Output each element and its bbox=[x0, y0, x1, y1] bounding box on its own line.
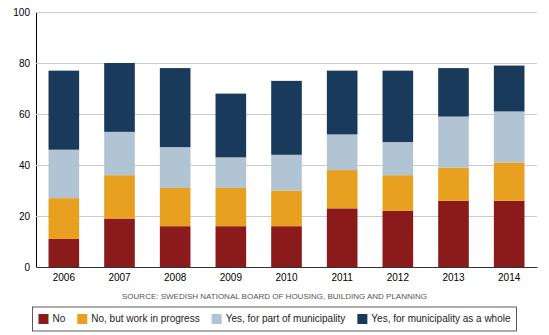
bar bbox=[216, 157, 247, 188]
bar bbox=[271, 155, 302, 191]
bar bbox=[383, 175, 414, 211]
x-tick-label: 2012 bbox=[387, 272, 410, 283]
legend-item: No bbox=[38, 313, 65, 324]
x-tick-label: 2014 bbox=[498, 272, 521, 283]
bar bbox=[104, 63, 135, 132]
x-tick: 2010 bbox=[275, 272, 298, 283]
x-tick: 2011 bbox=[331, 272, 353, 283]
x-tick: 2006 bbox=[53, 272, 76, 283]
y-tick: 80 bbox=[19, 58, 537, 69]
y-tick: 100 bbox=[13, 7, 537, 18]
bar bbox=[160, 188, 191, 226]
y-axis-line bbox=[37, 13, 538, 268]
legend-swatch bbox=[357, 314, 367, 324]
grid-line bbox=[36, 12, 537, 13]
y-tick-label: 60 bbox=[19, 109, 31, 120]
x-tick: 2013 bbox=[442, 272, 465, 283]
bar bbox=[327, 208, 358, 267]
bar bbox=[216, 94, 247, 158]
x-tick-label: 2010 bbox=[275, 272, 298, 283]
bar bbox=[49, 71, 80, 150]
chart: No No, but work in progress Yes, for part … bbox=[0, 0, 549, 335]
bar bbox=[327, 134, 358, 170]
legend-item: No, but work in progress bbox=[77, 313, 199, 324]
bar bbox=[160, 226, 191, 267]
x-tick-label: 2008 bbox=[164, 272, 187, 283]
x-tick-label: 2007 bbox=[108, 272, 131, 283]
y-tick-label: 100 bbox=[13, 7, 30, 18]
bar bbox=[327, 170, 358, 208]
bar bbox=[494, 111, 525, 162]
bar bbox=[383, 142, 414, 175]
bar bbox=[383, 71, 414, 142]
bar bbox=[104, 175, 135, 218]
bar bbox=[494, 162, 525, 200]
bar bbox=[160, 147, 191, 188]
x-tick-label: 2006 bbox=[53, 272, 76, 283]
y-tick-label: 40 bbox=[19, 160, 31, 171]
plot: 0 20 40 60 80 100 2006 2007 2008 2009 2010 2011 2012… bbox=[13, 7, 537, 283]
bar bbox=[494, 66, 525, 112]
bars bbox=[49, 63, 525, 267]
bar bbox=[104, 132, 135, 175]
bar bbox=[438, 168, 469, 201]
legend-swatch bbox=[38, 314, 48, 324]
bar bbox=[438, 117, 469, 168]
annotation: SOURCE: SWEDISH NATIONAL BOARD OF HOUSIN… bbox=[122, 292, 427, 301]
x-tick-label: 2011 bbox=[331, 272, 353, 283]
x-axis: 2006 2007 2008 2009 2010 2011 2012 2013 2014 bbox=[37, 268, 538, 284]
x-tick: 2008 bbox=[164, 272, 187, 283]
x-tick-label: 2009 bbox=[220, 272, 243, 283]
x-tick: 2012 bbox=[387, 272, 410, 283]
y-axis: 0 20 40 60 80 100 bbox=[13, 7, 537, 273]
grid-line bbox=[36, 267, 537, 268]
legend-swatch bbox=[77, 314, 87, 324]
bar bbox=[438, 68, 469, 116]
legend-label: No, but work in progress bbox=[91, 313, 199, 324]
x-tick: 2007 bbox=[108, 272, 131, 283]
legend-label: No bbox=[52, 313, 65, 324]
bar bbox=[49, 198, 80, 239]
legend-frame bbox=[32, 307, 516, 331]
bar bbox=[271, 81, 302, 155]
legend-swatch bbox=[212, 314, 222, 324]
x-axis-line bbox=[37, 267, 538, 268]
bar bbox=[494, 201, 525, 267]
legend-label: Yes, for part of municipality bbox=[226, 313, 346, 324]
legend-label: Yes, for municipality as a whole bbox=[371, 313, 511, 324]
legend: No No, but work in progress Yes, for part … bbox=[32, 307, 516, 331]
bar bbox=[160, 68, 191, 147]
x-tick: 2014 bbox=[498, 272, 521, 283]
x-tick: 2009 bbox=[220, 272, 243, 283]
bar bbox=[216, 226, 247, 267]
y-tick-label: 80 bbox=[19, 58, 31, 69]
legend-item: Yes, for municipality as a whole bbox=[357, 313, 511, 324]
legend-item: Yes, for part of municipality bbox=[212, 313, 346, 324]
bar bbox=[271, 191, 302, 227]
bar bbox=[49, 239, 80, 267]
x-tick-label: 2013 bbox=[442, 272, 465, 283]
bar bbox=[327, 71, 358, 135]
bar bbox=[104, 219, 135, 267]
bar-series bbox=[49, 63, 525, 157]
bar bbox=[49, 150, 80, 198]
bar bbox=[216, 188, 247, 226]
y-tick-label: 0 bbox=[24, 262, 30, 273]
bar bbox=[271, 226, 302, 267]
bar bbox=[438, 201, 469, 267]
bar bbox=[383, 211, 414, 267]
y-tick-label: 20 bbox=[19, 211, 31, 222]
